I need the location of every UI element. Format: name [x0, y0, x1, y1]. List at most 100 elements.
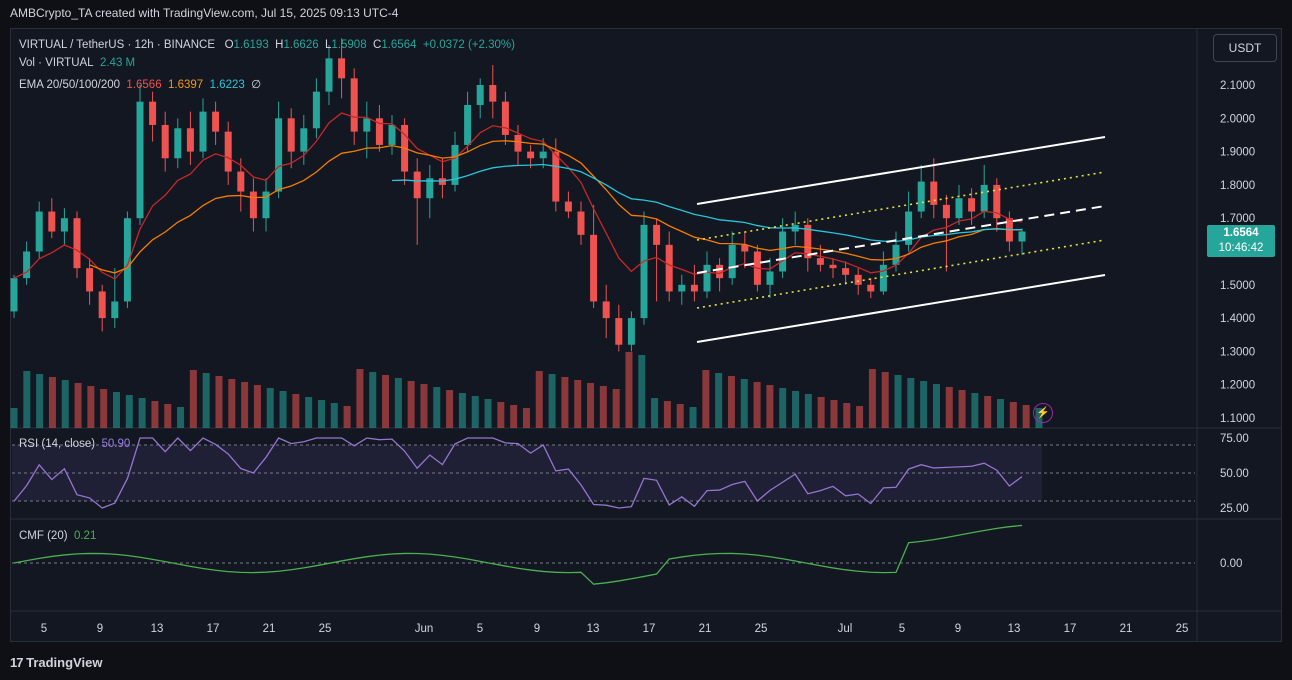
candle-body	[338, 58, 346, 79]
volume-bar	[548, 374, 556, 428]
candle-body	[161, 124, 169, 159]
volume-bar	[599, 386, 607, 428]
candle-body	[552, 151, 560, 202]
time-tick-label: Jul	[838, 623, 853, 635]
volume-bar	[164, 404, 172, 428]
volume-bar	[189, 370, 197, 428]
candle-body	[842, 268, 850, 275]
rsi-legend[interactable]: RSI (14, close) 50.90	[19, 438, 131, 450]
cmf-legend[interactable]: CMF (20) 0.21	[19, 530, 97, 542]
volume-bar	[305, 397, 313, 428]
ema200-value: ∅	[251, 79, 262, 91]
volume-bar	[792, 391, 800, 428]
chart-attribution: AMBCrypto_TA created with TradingView.co…	[10, 6, 399, 20]
candle-body	[665, 244, 673, 292]
currency-button[interactable]: USDT	[1213, 34, 1277, 62]
volume-bar	[382, 375, 390, 428]
candle-body	[653, 224, 661, 245]
candle-body	[413, 171, 421, 199]
ema20-line	[13, 112, 1023, 280]
volume-bar	[343, 406, 351, 428]
candle-body	[942, 204, 950, 219]
last-price-value: 1.6564	[1223, 227, 1259, 239]
chart-frame[interactable]	[10, 28, 1282, 642]
volume-bar	[241, 382, 249, 428]
volume-bar	[484, 399, 492, 428]
volume-bar	[535, 371, 543, 428]
price-tick-label: 1.5000	[1220, 280, 1255, 292]
ema100-line	[391, 163, 1023, 243]
volume-bar	[638, 355, 646, 428]
candle-body	[98, 291, 106, 319]
candle-body	[300, 128, 308, 152]
channel-upper-quartile	[696, 171, 1106, 241]
volume-bar	[625, 352, 633, 428]
high-value: 1.6626	[283, 39, 319, 51]
candle-body	[123, 218, 131, 302]
rsi-value: 50.90	[101, 438, 131, 450]
symbol-label[interactable]: VIRTUAL / TetherUS · 12h · BINANCE	[19, 39, 215, 51]
tradingview-logo[interactable]: 17 TradingView	[10, 655, 103, 670]
last-price-label: 1.6564 10:46:42	[1207, 225, 1275, 257]
volume-bar	[497, 402, 505, 428]
candle-body	[426, 178, 434, 199]
time-tick-label: 25	[319, 623, 332, 635]
volume-bar	[446, 390, 454, 428]
candle-body	[678, 284, 686, 292]
change-value: +0.0372 (+2.30%)	[422, 39, 515, 51]
price-tick-label: 1.2000	[1220, 380, 1255, 392]
candle-body	[993, 184, 1001, 219]
candle-body	[779, 231, 787, 272]
candle-body	[86, 268, 94, 292]
candle-body	[375, 118, 383, 145]
volume-bar	[253, 385, 261, 428]
volume-bar	[651, 398, 659, 428]
volume-bar	[920, 381, 928, 428]
time-tick-label: 21	[263, 623, 276, 635]
lightning-icon[interactable]: ⚡	[1033, 403, 1053, 423]
candle-body	[60, 218, 68, 232]
volume-bar	[23, 371, 31, 428]
price-tick-label: 1.1000	[1220, 413, 1255, 425]
candle-body	[816, 258, 824, 265]
volume-bar	[702, 370, 710, 428]
volume-bar	[779, 388, 787, 428]
volume-bar	[907, 378, 915, 428]
candle-body	[577, 211, 585, 235]
candle-body	[804, 224, 812, 259]
volume-bar	[945, 387, 953, 428]
candle-body	[325, 58, 333, 92]
volume-bar	[932, 384, 940, 428]
close-value: 1.6564	[381, 39, 417, 51]
time-tick-label: 21	[699, 623, 712, 635]
volume-bar	[984, 396, 992, 428]
candle-body	[728, 244, 736, 279]
volume-bar	[177, 407, 185, 428]
candle-body	[564, 201, 572, 212]
volume-bar	[112, 392, 120, 428]
candle-body	[602, 301, 610, 319]
volume-bar	[766, 385, 774, 428]
volume-legend[interactable]: Vol · VIRTUAL 2.43 M	[19, 57, 136, 69]
candle-body	[35, 211, 43, 252]
candle-body	[262, 191, 270, 219]
time-tick-label: 25	[1176, 623, 1189, 635]
volume-bar	[356, 369, 364, 428]
candle-body	[312, 91, 320, 129]
ema-legend[interactable]: EMA 20/50/100/200 1.6566 1.6397 1.6223 ∅	[19, 79, 262, 91]
candle-body	[476, 85, 484, 105]
price-tick-label: 2.1000	[1220, 80, 1255, 92]
candle-body	[640, 224, 648, 319]
bar-countdown: 10:46:42	[1218, 242, 1264, 254]
candle-body	[539, 151, 547, 159]
time-tick-label: 5	[899, 623, 905, 635]
candle-body	[23, 251, 31, 279]
volume-bar	[433, 387, 441, 428]
candle-body	[930, 181, 938, 205]
candle-body	[249, 191, 257, 219]
candle-body	[363, 118, 371, 132]
rsi-tick-label: 25.00	[1220, 503, 1249, 515]
candle-body	[892, 244, 900, 265]
rsi-tick-label: 50.00	[1220, 468, 1249, 480]
